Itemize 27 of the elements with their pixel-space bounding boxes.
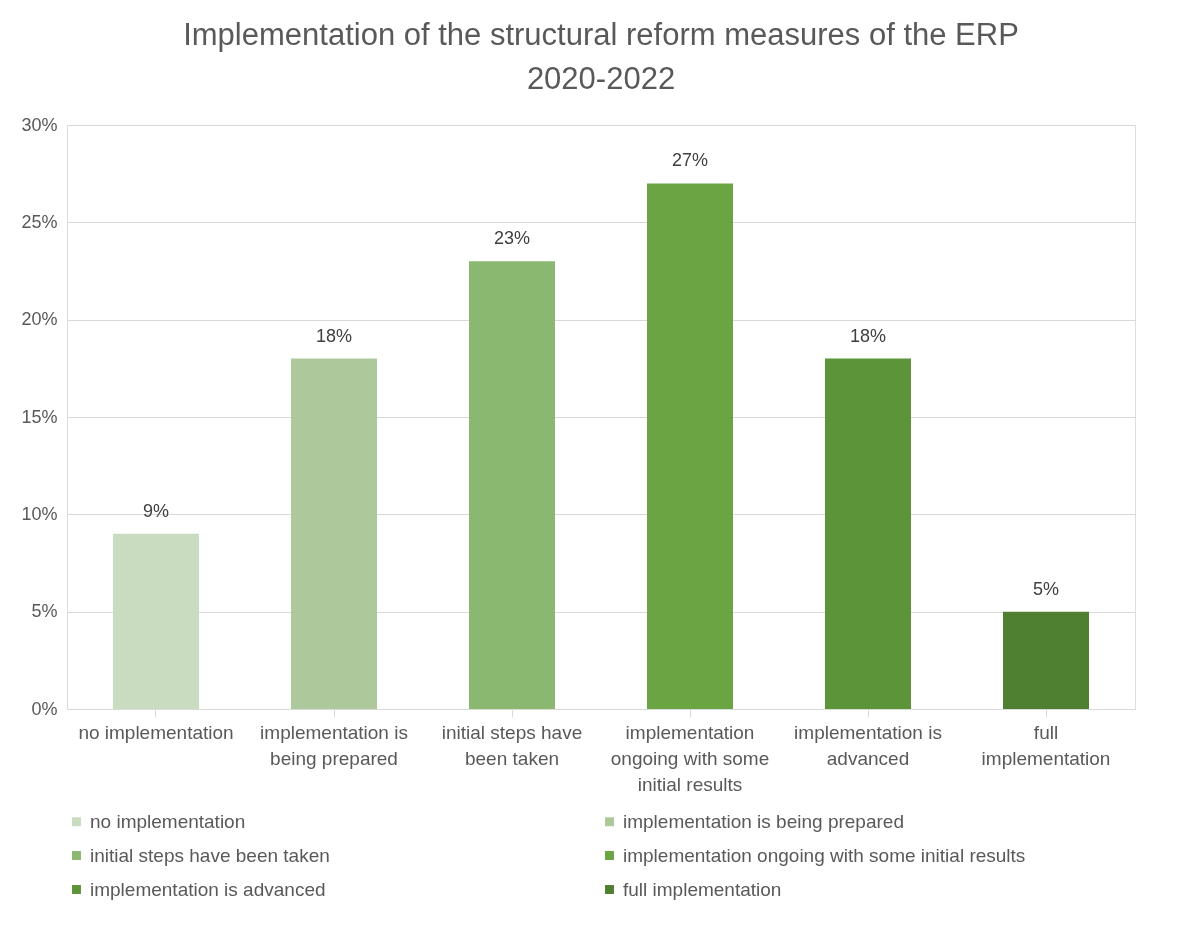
x-tick-label: implementation ongoing with some initial results bbox=[610, 721, 770, 795]
x-tick-label: implementation is advanced bbox=[794, 721, 942, 769]
data-label: 9% bbox=[142, 500, 170, 521]
data-label: 18% bbox=[315, 325, 353, 346]
text: 2020-2022 bbox=[526, 61, 676, 96]
x-tick-label: no implementation bbox=[78, 721, 234, 743]
y-tick-label: 25% bbox=[21, 211, 58, 232]
y-tick-label: 5% bbox=[31, 601, 58, 622]
legend-label: initial steps have been taken bbox=[90, 844, 330, 866]
x-tick-label: full implementation bbox=[981, 721, 1111, 769]
legend-label: implementation ongoing with some initial results bbox=[623, 844, 1026, 866]
x-tick-label: initial steps have been taken bbox=[441, 721, 583, 769]
y-tick-label: 10% bbox=[21, 503, 58, 524]
data-label: 23% bbox=[493, 228, 531, 249]
data-label: 18% bbox=[849, 325, 887, 346]
y-tick-label: 30% bbox=[21, 114, 58, 135]
y-tick-label: 20% bbox=[21, 309, 58, 330]
text: Implementation of the structural reform measures of the ERP bbox=[183, 17, 1019, 52]
legend-label: implementation is being prepared bbox=[623, 810, 904, 832]
y-tick-label: 15% bbox=[21, 406, 58, 427]
legend-label: implementation is advanced bbox=[90, 878, 326, 900]
legend-label: no implementation bbox=[90, 810, 246, 832]
data-label: 5% bbox=[1032, 578, 1060, 599]
data-label: 27% bbox=[671, 150, 709, 171]
x-tick-label: implementation is being prepared bbox=[260, 721, 408, 769]
legend-label: full implementation bbox=[623, 878, 782, 900]
y-tick-label: 0% bbox=[31, 698, 58, 719]
